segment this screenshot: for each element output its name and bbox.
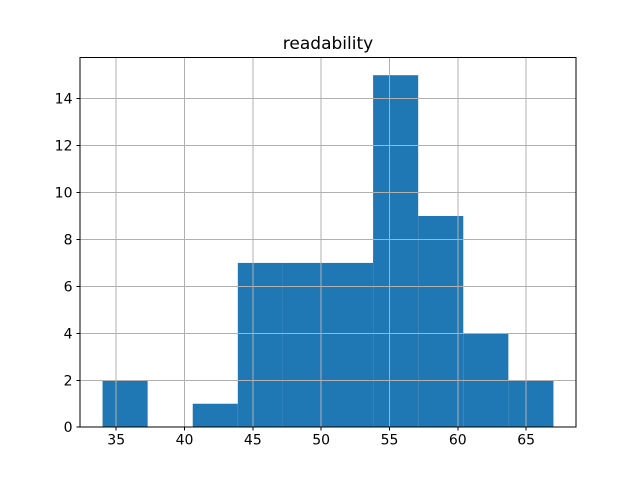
x-tick-label: 60 [449, 433, 467, 449]
y-tick-label: 10 [55, 186, 73, 202]
histogram-bar [418, 216, 464, 428]
x-tick-label: 65 [517, 433, 535, 449]
histogram-bar [508, 380, 554, 428]
histogram-bar [373, 75, 419, 428]
chart-title: readability [283, 34, 373, 54]
x-tick-label: 35 [107, 433, 125, 449]
y-tick-label: 0 [64, 420, 73, 436]
y-tick-label: 6 [64, 279, 73, 295]
x-tick-label: 45 [244, 433, 262, 449]
y-tick-label: 2 [64, 373, 73, 389]
y-tick-label: 14 [55, 92, 73, 108]
histogram-bar [237, 262, 283, 428]
x-tick-label: 50 [312, 433, 330, 449]
y-tick-label: 4 [64, 326, 73, 342]
histogram-bar [102, 380, 148, 428]
x-tick-label: 55 [381, 433, 399, 449]
histogram-bar [282, 262, 328, 428]
plot-layers: 35 40 45 50 55 60 65 0 2 4 6 8 10 12 14 [55, 57, 577, 449]
histogram-bar [192, 403, 238, 428]
histogram-bar [328, 262, 374, 428]
x-tick-label: 40 [176, 433, 194, 449]
y-tick-label: 8 [64, 232, 73, 248]
axes-frame [79, 57, 577, 428]
y-tick-label: 12 [55, 139, 73, 155]
